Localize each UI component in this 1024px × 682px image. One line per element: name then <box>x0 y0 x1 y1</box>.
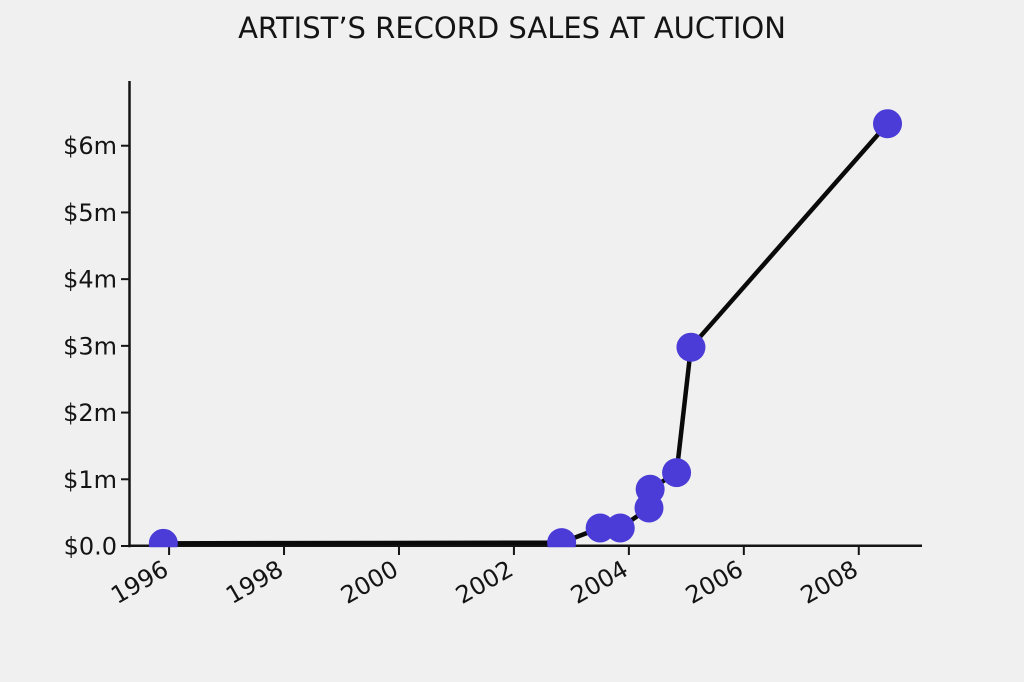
x-tick-label: 2008 <box>796 555 863 610</box>
y-tick-label: $0.0 <box>64 533 117 561</box>
chart-title: ARTIST’S RECORD SALES AT AUCTION <box>238 11 786 45</box>
x-tick-label: 2000 <box>336 555 403 610</box>
data-point <box>635 474 665 504</box>
x-tick-label: 1996 <box>106 555 173 610</box>
y-tick-label: $4m <box>63 266 117 294</box>
x-tick-label: 1998 <box>221 555 288 610</box>
y-tick-label: $5m <box>63 199 117 227</box>
data-point <box>547 528 577 548</box>
data-point <box>662 458 692 488</box>
data-point <box>676 332 706 362</box>
x-tick-label: 2002 <box>451 555 518 610</box>
data-point <box>585 513 615 543</box>
y-tick-label: $6m <box>63 132 117 160</box>
data-point <box>873 109 903 139</box>
x-tick-label: 2004 <box>566 555 633 610</box>
sales-line <box>163 122 890 546</box>
y-tick-label: $3m <box>63 332 117 360</box>
data-point <box>605 513 635 543</box>
x-tick-label: 2006 <box>681 555 748 610</box>
data-point <box>148 528 178 548</box>
y-tick-label: $1m <box>63 466 117 494</box>
y-tick-label: $2m <box>63 399 117 427</box>
